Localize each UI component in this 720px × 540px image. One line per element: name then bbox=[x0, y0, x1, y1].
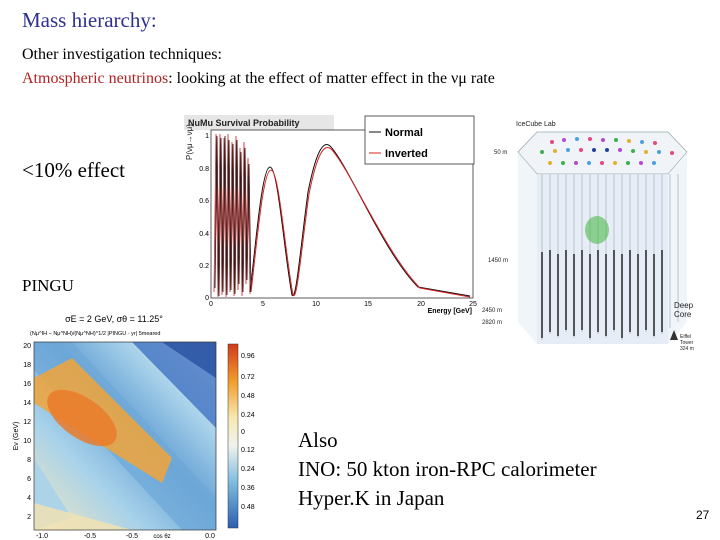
depth-1450-label: 1450 m bbox=[488, 258, 508, 264]
heatmap-bands bbox=[34, 342, 216, 530]
icecube-illustration: IceCube Lab 50 m 1450 m 2450 m 2820 m De… bbox=[482, 121, 694, 352]
also-ino: INO: 50 kton iron-RPC calorimeter bbox=[298, 457, 597, 481]
chart-header-bg bbox=[184, 115, 334, 130]
atmospheric-line-rest: : looking at the effect of matter effect… bbox=[168, 70, 495, 87]
depth-50-label: 50 m bbox=[494, 150, 507, 156]
heat-y-tick: 4 bbox=[27, 495, 31, 502]
plot-frame bbox=[210, 129, 474, 299]
page-number: 27 bbox=[696, 508, 710, 522]
heat-y-tick: 12 bbox=[23, 419, 31, 426]
heat-x-tick: 0.0 bbox=[205, 533, 215, 540]
colorbar-tick: 0.24 bbox=[241, 466, 255, 473]
depth-2820-label: 2820 m bbox=[482, 320, 502, 326]
heat-y-tick: 10 bbox=[23, 438, 31, 445]
chart-xlabel: Energy [GeV] bbox=[428, 308, 472, 315]
heat-xlabel: cos θz bbox=[153, 534, 170, 540]
heat-y-tick: 2 bbox=[27, 514, 31, 521]
pingu-heatmap: σE = 2 GeV, σθ = 11.25° (Nμ^IH − Nμ^NH)/… bbox=[12, 308, 255, 540]
colorbar-tick: 0.12 bbox=[241, 447, 255, 454]
chart-header: NuMu Survival Probability bbox=[188, 118, 300, 128]
depth-2450-label: 2450 m bbox=[482, 308, 502, 314]
heat-x-tick: -1.0 bbox=[36, 533, 48, 540]
colorbar-tick: 0.24 bbox=[241, 412, 255, 419]
eiffel-label: Eiffel Tower 324 m bbox=[680, 334, 694, 352]
heat-y-tick: 14 bbox=[23, 400, 31, 407]
heat-x-tick: -0.5 bbox=[84, 533, 96, 540]
subtitle-line: Other investigation techniques: bbox=[22, 46, 222, 63]
heat-y-tick: 20 bbox=[23, 343, 31, 350]
atmospheric-neutrinos-link-text: Atmospheric neutrinos bbox=[22, 70, 169, 87]
slide-title: Mass hierarchy: bbox=[22, 8, 157, 32]
x-tick: 0 bbox=[209, 301, 213, 308]
numu-survival-chart: NuMu Survival Probability P(νμ→νμ) 1 0.8… bbox=[178, 112, 484, 315]
icecube-lab-label: IceCube Lab bbox=[516, 121, 556, 128]
heat-y-tick: 8 bbox=[27, 457, 31, 464]
also-hyperk: Hyper.K in Japan bbox=[298, 486, 445, 510]
heatmap-title: σE = 2 GeV, σθ = 11.25° bbox=[65, 314, 163, 324]
x-tick: 20 bbox=[417, 301, 425, 308]
y-tick: 0 bbox=[205, 295, 209, 302]
low-energy-oscillations bbox=[213, 133, 252, 298]
colorbar-tick: 0.48 bbox=[241, 504, 255, 511]
curve-inverted bbox=[250, 147, 471, 298]
chart-legend bbox=[364, 115, 475, 165]
y-tick: 1 bbox=[205, 133, 209, 140]
also-block: Also INO: 50 kton iron-RPC calorimeter H… bbox=[298, 426, 597, 513]
colorbar-tick: 0 bbox=[241, 429, 245, 436]
x-tick: 10 bbox=[312, 301, 320, 308]
x-tick: 25 bbox=[469, 301, 477, 308]
colorbar-tick: 0.72 bbox=[241, 374, 255, 381]
colorbar-tick: 0.96 bbox=[241, 353, 255, 360]
y-tick: 0.2 bbox=[199, 263, 209, 270]
heat-y-tick: 16 bbox=[23, 381, 31, 388]
heat-x-tick: -0.5 bbox=[126, 533, 138, 540]
colorbar bbox=[227, 343, 239, 529]
heat-y-tick: 6 bbox=[27, 476, 31, 483]
x-tick: 5 bbox=[261, 301, 265, 308]
atmospheric-line: Atmospheric neutrinos: looking at the ef… bbox=[22, 70, 495, 88]
surface-stations bbox=[540, 137, 674, 165]
colorbar-tick: 0.48 bbox=[241, 393, 255, 400]
chart-ylabel: P(νμ→νμ) bbox=[185, 124, 194, 160]
y-tick: 0.8 bbox=[199, 166, 209, 173]
deep-core-region bbox=[585, 216, 609, 244]
pingu-label: PINGU bbox=[22, 276, 74, 295]
y-tick: 0.4 bbox=[199, 231, 209, 238]
effect-label: <10% effect bbox=[22, 158, 125, 182]
legend-inverted: Inverted bbox=[385, 148, 428, 160]
y-tick: 0.6 bbox=[199, 198, 209, 205]
deep-core-label: Deep Core bbox=[674, 301, 694, 319]
heatmap-subtitle: (Nμ^IH − Nμ^NH)/(Nμ^NH)^1/2 |PINGU · yr|… bbox=[30, 331, 160, 337]
detector-modules bbox=[541, 250, 663, 338]
colorbar-tick: 0.36 bbox=[241, 485, 255, 492]
also-heading: Also bbox=[298, 428, 338, 452]
legend-normal: Normal bbox=[385, 127, 423, 139]
heat-ylabel: Eν (GeV) bbox=[13, 422, 20, 451]
x-tick: 15 bbox=[364, 301, 372, 308]
heatmap-header-bg bbox=[12, 308, 212, 338]
heat-y-tick: 18 bbox=[23, 362, 31, 369]
eiffel-tower-icon bbox=[670, 330, 678, 340]
